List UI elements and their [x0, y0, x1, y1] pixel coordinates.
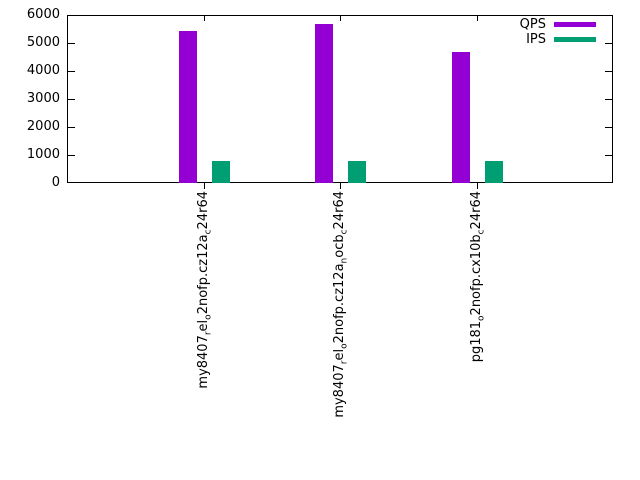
y-tick-label: 2000 — [26, 119, 60, 134]
x-tick-mark-bottom — [477, 183, 478, 189]
y-tick-mark-left — [68, 71, 75, 72]
x-tick-mark-bottom — [204, 183, 205, 189]
y-tick-label: 6000 — [26, 7, 60, 22]
y-tick-label: 4000 — [26, 63, 60, 78]
legend-label-ips: IPS — [526, 32, 546, 47]
bar-ips-2 — [485, 161, 503, 183]
legend-label-qps: QPS — [519, 17, 546, 32]
y-tick-mark-left — [68, 127, 75, 128]
bar-qps-1 — [315, 23, 333, 183]
y-tick-mark-left — [68, 43, 75, 44]
y-tick-mark-right — [605, 127, 612, 128]
legend-swatch-qps-icon — [554, 22, 596, 27]
x-category-label: my8407relo2nofp.cz12anocbc24r64 — [332, 191, 350, 418]
y-tick-label: 5000 — [26, 35, 60, 50]
x-tick-mark-top — [477, 16, 478, 21]
y-tick-label: 3000 — [26, 91, 60, 106]
bar-qps-2 — [452, 51, 470, 183]
bar-ips-0 — [212, 161, 230, 183]
bar-qps-0 — [179, 30, 197, 183]
bar-ips-1 — [348, 161, 366, 183]
x-tick-mark-top — [340, 16, 341, 21]
legend: QPS IPS — [520, 17, 596, 47]
plot-area — [67, 15, 613, 183]
x-tick-mark-top — [204, 16, 205, 21]
y-tick-mark-left — [68, 155, 75, 156]
x-category-label: my8407relo2nofp.cz12ac24r64 — [195, 191, 214, 389]
y-tick-label: 0 — [51, 175, 60, 190]
y-tick-label: 1000 — [26, 147, 60, 162]
legend-swatch-ips-icon — [554, 37, 596, 42]
x-tick-mark-bottom — [340, 183, 341, 189]
y-tick-mark-right — [605, 155, 612, 156]
x-category-label: pg181o2nofp.cx10bc24r64 — [468, 191, 487, 363]
legend-item-qps: QPS — [520, 17, 596, 32]
legend-item-ips: IPS — [520, 32, 596, 47]
y-tick-mark-right — [605, 43, 612, 44]
y-tick-mark-right — [605, 99, 612, 100]
y-tick-mark-left — [68, 99, 75, 100]
y-tick-mark-right — [605, 71, 612, 72]
